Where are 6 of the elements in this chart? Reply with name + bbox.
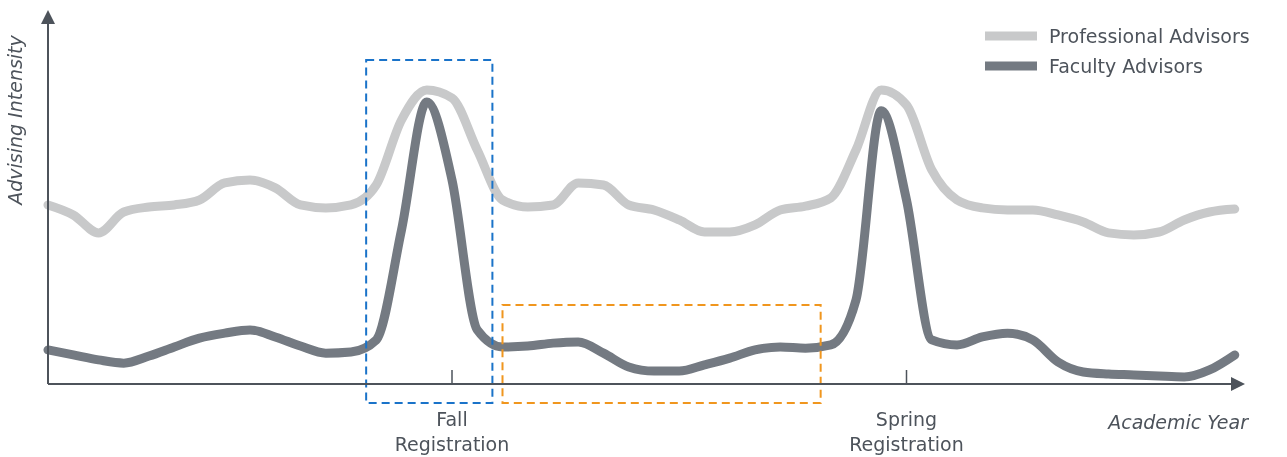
y-axis-title: Advising Intensity	[4, 34, 26, 207]
x-tick-label: Spring Registration	[849, 408, 964, 455]
legend-label: Professional Advisors	[1049, 25, 1250, 47]
x-tick-label: Fall Registration	[394, 408, 510, 455]
legend-label: Faculty Advisors	[1049, 55, 1203, 77]
x-axis-title: Academic Year	[1106, 411, 1250, 433]
